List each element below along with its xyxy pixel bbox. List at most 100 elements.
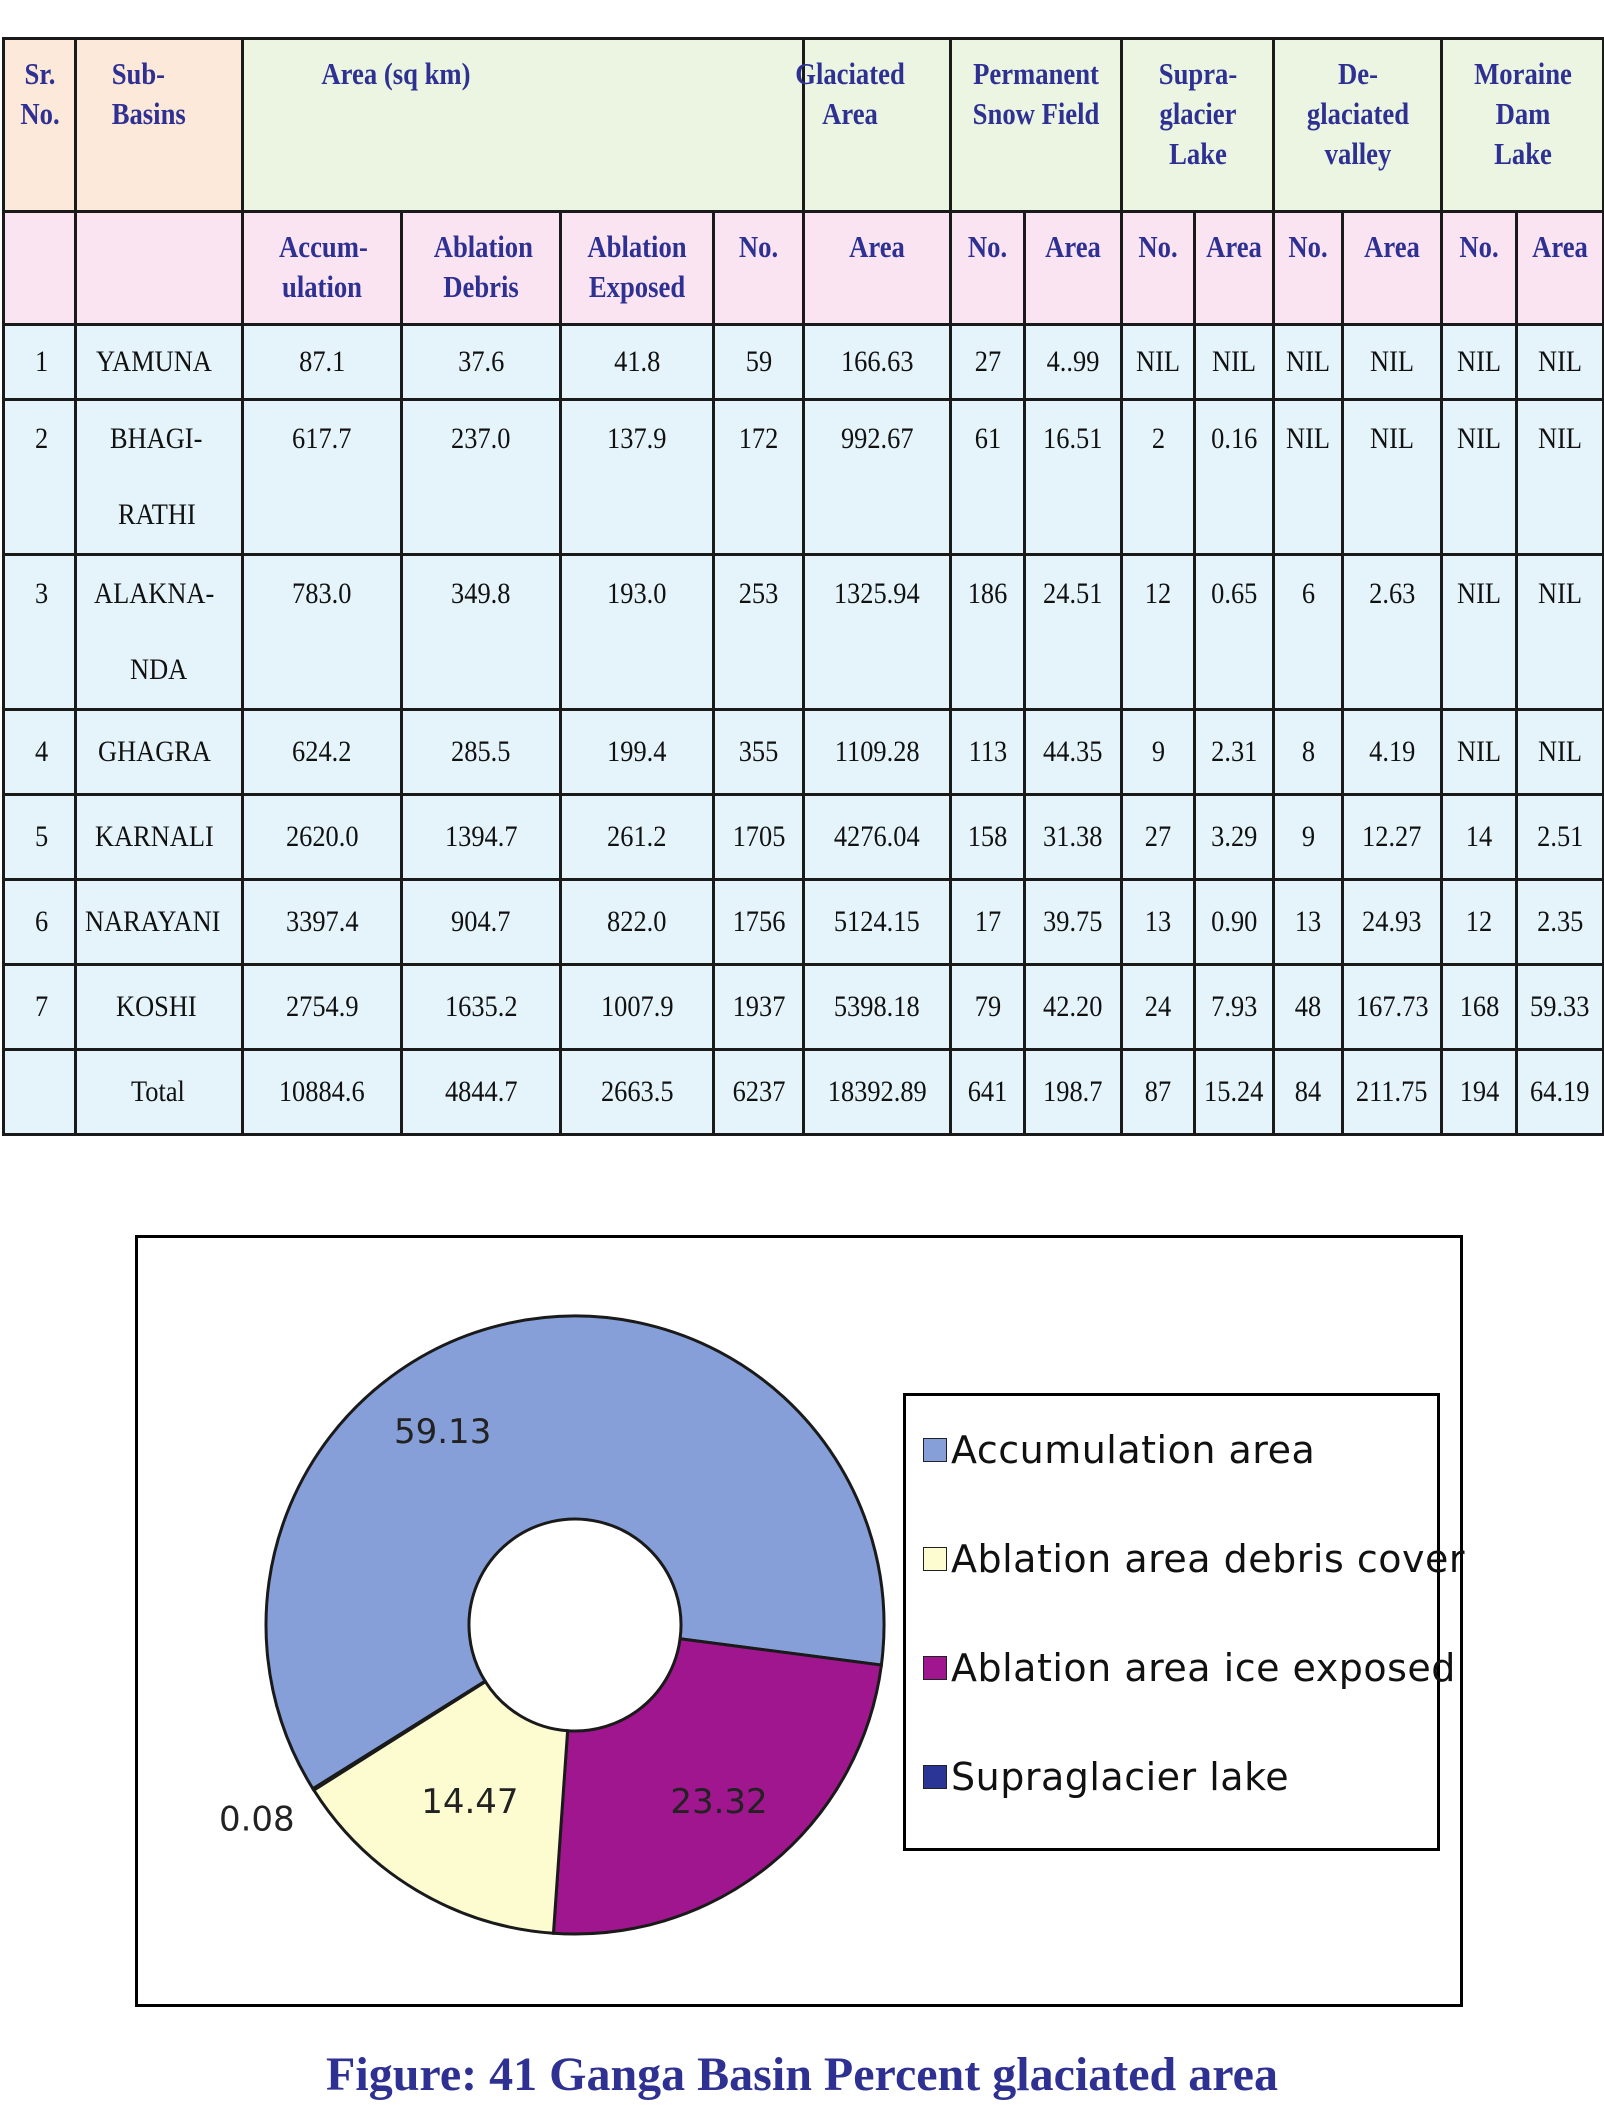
cell-sarea: 39.75 [1023, 878, 1123, 966]
cell-sr-no: 7 [2, 963, 77, 1051]
cell-mno: NIL [1440, 323, 1518, 401]
subheader-supra-area: Area [1193, 210, 1275, 326]
cell-exp: 1007.9 [559, 963, 715, 1051]
cell-deb: 237.0 [400, 398, 562, 556]
pie-data-label-2: 23.32 [670, 1782, 767, 1822]
cell-darea: 211.75 [1341, 1048, 1443, 1136]
cell-larea: 7.93 [1193, 963, 1275, 1051]
cell-marea: NIL [1515, 553, 1604, 711]
subheader-moraine-no: No. [1440, 210, 1518, 326]
cell-deb: 1394.7 [400, 793, 562, 881]
cell-exp: 2663.5 [559, 1048, 715, 1136]
cell-sarea: 24.51 [1023, 553, 1123, 711]
cell-sr-no: 5 [2, 793, 77, 881]
header-permanent-snow-field: Permanent Snow Field [949, 37, 1123, 213]
cell-deb: 285.5 [400, 708, 562, 796]
table-row: 1 YAMUNA 87.1 37.6 41.8 59 166.63 27 4..99 NIL NIL… [2, 323, 1604, 401]
cell-deb: 37.6 [400, 323, 562, 401]
cell-sr-no: 1 [2, 323, 77, 401]
legend-label-ablation-debris: Ablation area debris cover [951, 1537, 1465, 1581]
cell-gno: 355 [712, 708, 805, 796]
header-sub-basins: Sub- Basins [74, 37, 244, 213]
cell-exp: 137.9 [559, 398, 715, 556]
cell-sno: 17 [949, 878, 1026, 966]
cell-acc: 10884.6 [241, 1048, 403, 1136]
cell-gno: 172 [712, 398, 805, 556]
chart-frame [135, 1235, 1463, 2007]
cell-dno: 6 [1272, 553, 1344, 711]
cell-dno: 8 [1272, 708, 1344, 796]
pie-data-label-1: 14.47 [421, 1782, 518, 1822]
cell-exp: 193.0 [559, 553, 715, 711]
cell-mno: 168 [1440, 963, 1518, 1051]
header-area-sq-km: Area (sq km) [241, 37, 805, 213]
cell-sno: 27 [949, 323, 1026, 401]
glacier-statistics-table: Sr. No. Sub- Basins Area (sq km) Glaciat… [2, 37, 1604, 1136]
cell-sub-basin: KARNALI [74, 793, 244, 881]
cell-lno: NIL [1120, 323, 1196, 401]
legend-item-supraglacier-lake: Supraglacier lake [923, 1755, 1289, 1799]
subheader-moraine-area: Area [1515, 210, 1604, 326]
cell-garea: 1109.28 [802, 708, 952, 796]
table-row: 2 BHAGI- RATHI 617.7 237.0 137.9 172 992.67 61 16… [2, 398, 1604, 556]
cell-gno: 1705 [712, 793, 805, 881]
cell-lno: 13 [1120, 878, 1196, 966]
cell-marea: 64.19 [1515, 1048, 1604, 1136]
cell-sarea: 16.51 [1023, 398, 1123, 556]
table-subheader-row: Accum- ulation Ablation Debris Ablation … [2, 210, 1604, 326]
table-row: 7 KOSHI 2754.9 1635.2 1007.9 1937 5398.18 79 42.… [2, 963, 1604, 1051]
subheader-supra-no: No. [1120, 210, 1196, 326]
cell-sub-basin: GHAGRA [74, 708, 244, 796]
cell-sr-no: 4 [2, 708, 77, 796]
legend-swatch-ablation-debris [923, 1547, 947, 1571]
cell-lno: 2 [1120, 398, 1196, 556]
cell-sno: 113 [949, 708, 1026, 796]
cell-sarea: 31.38 [1023, 793, 1123, 881]
cell-darea: 12.27 [1341, 793, 1443, 881]
subheader-empty-name [74, 210, 244, 326]
header-sr-no: Sr. No. [2, 37, 77, 213]
table-row: 6 NARAYANI 3397.4 904.7 822.0 1756 5124.15 17 39… [2, 878, 1604, 966]
header-supra-glacier-lake: Supra- glacier Lake [1120, 37, 1275, 213]
subheader-glaciated-no: No. [712, 210, 805, 326]
cell-sub-basin: NARAYANI [74, 878, 244, 966]
subheader-degl-area: Area [1341, 210, 1443, 326]
subheader-accumulation: Accum- ulation [241, 210, 403, 326]
cell-dno: NIL [1272, 398, 1344, 556]
cell-lno: 24 [1120, 963, 1196, 1051]
cell-dno: 13 [1272, 878, 1344, 966]
header-moraine-dam-lake: Moraine Dam Lake [1440, 37, 1604, 213]
cell-marea: NIL [1515, 323, 1604, 401]
cell-garea: 5398.18 [802, 963, 952, 1051]
cell-darea: NIL [1341, 398, 1443, 556]
cell-garea: 4276.04 [802, 793, 952, 881]
cell-larea: 15.24 [1193, 1048, 1275, 1136]
pie-slice-2 [551, 1637, 884, 1936]
cell-garea: 18392.89 [802, 1048, 952, 1136]
pie-slice-0 [264, 1314, 886, 1791]
cell-exp: 822.0 [559, 878, 715, 966]
cell-larea: 0.16 [1193, 398, 1275, 556]
cell-sarea: 198.7 [1023, 1048, 1123, 1136]
cell-sub-basin: ALAKNA- NDA [74, 553, 244, 711]
pie-data-label-3: 0.08 [219, 1800, 295, 1840]
cell-deb: 349.8 [400, 553, 562, 711]
cell-sub-basin: YAMUNA [74, 323, 244, 401]
cell-sno: 641 [949, 1048, 1026, 1136]
cell-dno: 9 [1272, 793, 1344, 881]
cell-exp: 261.2 [559, 793, 715, 881]
figure-caption: Figure: 41 Ganga Basin Percent glaciated… [326, 2048, 1278, 2101]
cell-gno: 253 [712, 553, 805, 711]
cell-sr-no: 3 [2, 553, 77, 711]
cell-acc: 2754.9 [241, 963, 403, 1051]
cell-sub-basin: Total [74, 1048, 244, 1136]
cell-sno: 61 [949, 398, 1026, 556]
cell-lno: 9 [1120, 708, 1196, 796]
subheader-glaciated-area: Area [802, 210, 952, 326]
table-row: 3 ALAKNA- NDA 783.0 349.8 193.0 253 1325.94 186 2… [2, 553, 1604, 711]
cell-dno: NIL [1272, 323, 1344, 401]
cell-dno: 48 [1272, 963, 1344, 1051]
subheader-empty-sr [2, 210, 77, 326]
table-row: Total 10884.6 4844.7 2663.5 6237 18392.89 641 1… [2, 1048, 1604, 1136]
